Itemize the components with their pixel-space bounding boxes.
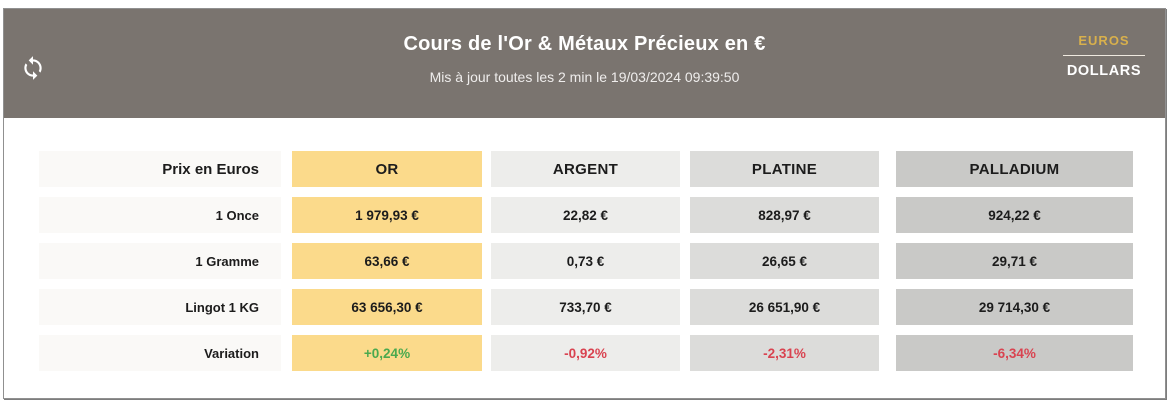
- currency-dollars-button[interactable]: DOLLARS: [1066, 63, 1142, 79]
- column-header-platine: PLATINE: [690, 151, 879, 187]
- price-lingot-palladium: 29 714,30 €: [896, 289, 1133, 325]
- price-lingot-argent: 733,70 €: [491, 289, 680, 325]
- page-title: Cours de l'Or & Métaux Précieux en €: [403, 33, 766, 55]
- table-corner-label: Prix en Euros: [39, 151, 281, 187]
- prices-table: Prix en Euros OR ARGENT PLATINE PALLADIU…: [39, 151, 1165, 371]
- currency-toggle: EUROS DOLLARS: [1063, 33, 1145, 79]
- price-gramme-platine: 26,65 €: [690, 243, 879, 279]
- price-gramme-palladium: 29,71 €: [896, 243, 1133, 279]
- price-gramme-or: 63,66 €: [292, 243, 482, 279]
- price-gramme-argent: 0,73 €: [491, 243, 680, 279]
- price-lingot-platine: 26 651,90 €: [690, 289, 879, 325]
- price-once-platine: 828,97 €: [690, 197, 879, 233]
- refresh-icon: [20, 55, 50, 81]
- price-once-or: 1 979,93 €: [292, 197, 482, 233]
- currency-toggle-divider: [1063, 55, 1145, 56]
- refresh-button[interactable]: [20, 53, 50, 83]
- variation-or: +0,24%: [292, 335, 482, 371]
- row-label-gramme: 1 Gramme: [39, 243, 281, 279]
- last-updated-text: Mis à jour toutes les 2 min le 19/03/202…: [429, 69, 740, 85]
- variation-palladium: -6,34%: [896, 335, 1133, 371]
- row-label-once: 1 Once: [39, 197, 281, 233]
- column-header-argent: ARGENT: [491, 151, 680, 187]
- price-once-argent: 22,82 €: [491, 197, 680, 233]
- gold-price-widget: Cours de l'Or & Métaux Précieux en € Mis…: [3, 8, 1166, 399]
- currency-euros-button[interactable]: EUROS: [1078, 33, 1130, 48]
- column-header-palladium: PALLADIUM: [896, 151, 1133, 187]
- column-header-or: OR: [292, 151, 482, 187]
- variation-argent: -0,92%: [491, 335, 680, 371]
- price-lingot-or: 63 656,30 €: [292, 289, 482, 325]
- row-label-variation: Variation: [39, 335, 281, 371]
- row-label-lingot: Lingot 1 KG: [39, 289, 281, 325]
- variation-platine: -2,31%: [690, 335, 879, 371]
- price-once-palladium: 924,22 €: [896, 197, 1133, 233]
- widget-header: Cours de l'Or & Métaux Précieux en € Mis…: [4, 9, 1165, 118]
